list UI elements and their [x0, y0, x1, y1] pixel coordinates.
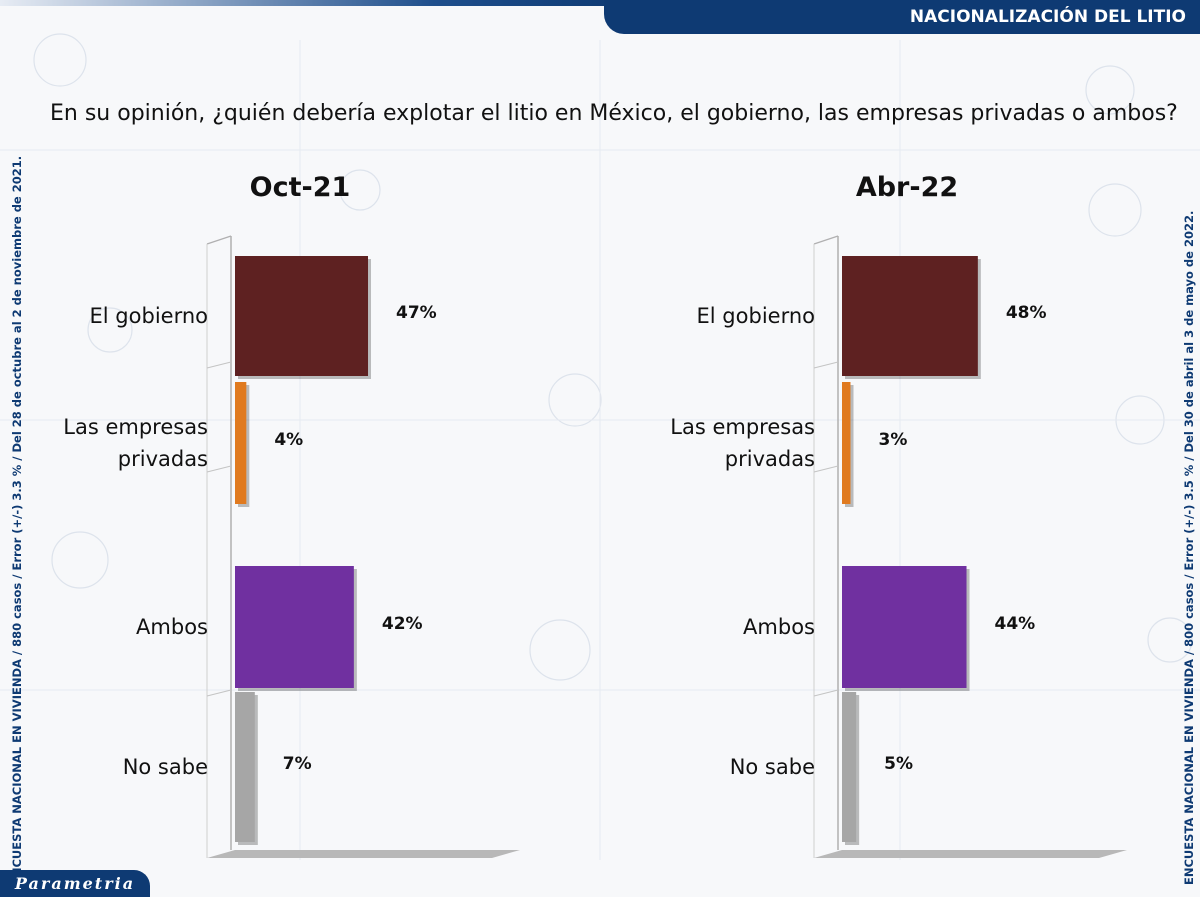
chart-axis-top: [813, 235, 839, 245]
bar-no-sabe: [842, 692, 857, 842]
category-separator: [206, 361, 232, 369]
bar-las-empresas-privadas: [842, 382, 851, 504]
parametria-logo: Parametria: [0, 870, 150, 897]
category-label: No sabe: [730, 755, 815, 779]
category-separator: [813, 689, 839, 697]
category-label: No sabe: [123, 755, 208, 779]
data-label: 4%: [274, 430, 303, 450]
top-stripe: [0, 0, 620, 6]
category-label: Ambos: [136, 615, 208, 639]
bar-ambos: [235, 566, 354, 688]
data-label: 44%: [995, 614, 1036, 634]
chart-floor: [207, 850, 520, 858]
category-label: privadas: [725, 447, 815, 471]
header-banner: NACIONALIZACIÓN DEL LITIO: [604, 0, 1200, 34]
bar-no-sabe: [235, 692, 255, 842]
survey-question: En su opinión, ¿quién debería explotar e…: [50, 101, 1178, 126]
data-label: 7%: [283, 754, 312, 774]
banner-title: NACIONALIZACIÓN DEL LITIO: [909, 7, 1186, 27]
bar-el-gobierno: [842, 256, 978, 376]
bar-ambos: [842, 566, 967, 688]
chart-title-oct21: Oct-21: [249, 172, 351, 203]
data-label: 47%: [396, 303, 437, 323]
data-label: 48%: [1006, 303, 1047, 323]
category-label: El gobierno: [90, 304, 208, 328]
category-separator: [813, 465, 839, 473]
category-separator: [206, 689, 232, 697]
bar-las-empresas-privadas: [235, 382, 247, 504]
chart-floor: [814, 850, 1127, 858]
category-label: Ambos: [743, 615, 815, 639]
bar-el-gobierno: [235, 256, 369, 376]
category-label: Las empresas: [670, 415, 815, 439]
category-separator: [206, 465, 232, 473]
category-label: privadas: [118, 447, 208, 471]
category-separator: [813, 361, 839, 369]
category-label: El gobierno: [697, 304, 815, 328]
category-label: Las empresas: [63, 415, 208, 439]
chart-title-abr22: Abr-22: [855, 172, 959, 203]
data-label: 3%: [878, 430, 907, 450]
data-label: 5%: [884, 754, 913, 774]
data-label: 42%: [382, 614, 423, 634]
chart-axis-top: [206, 235, 232, 245]
